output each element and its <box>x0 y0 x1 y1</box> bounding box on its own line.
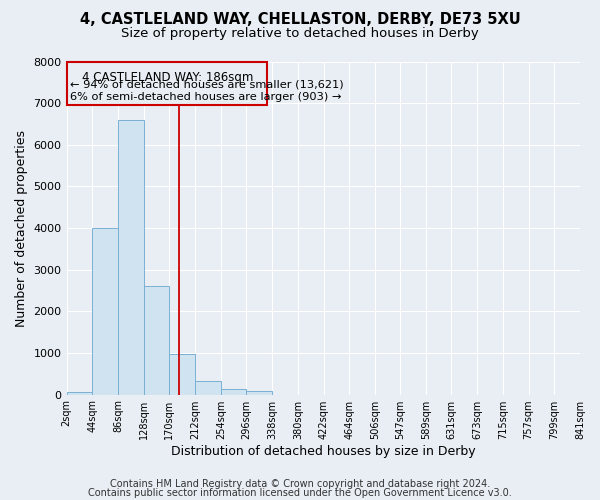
Text: Contains HM Land Registry data © Crown copyright and database right 2024.: Contains HM Land Registry data © Crown c… <box>110 479 490 489</box>
Text: 4 CASTLELAND WAY: 186sqm: 4 CASTLELAND WAY: 186sqm <box>82 71 253 84</box>
FancyBboxPatch shape <box>67 62 267 105</box>
Text: 4, CASTLELAND WAY, CHELLASTON, DERBY, DE73 5XU: 4, CASTLELAND WAY, CHELLASTON, DERBY, DE… <box>80 12 520 28</box>
Bar <box>67 392 92 394</box>
Bar <box>143 286 169 395</box>
X-axis label: Distribution of detached houses by size in Derby: Distribution of detached houses by size … <box>171 444 476 458</box>
Y-axis label: Number of detached properties: Number of detached properties <box>15 130 28 326</box>
Bar <box>195 381 221 394</box>
Text: 6% of semi-detached houses are larger (903) →: 6% of semi-detached houses are larger (9… <box>70 92 341 102</box>
Bar <box>92 228 118 394</box>
Bar <box>247 392 272 394</box>
Bar <box>169 354 195 395</box>
Bar <box>118 120 143 394</box>
Text: ← 94% of detached houses are smaller (13,621): ← 94% of detached houses are smaller (13… <box>70 80 343 90</box>
Text: Contains public sector information licensed under the Open Government Licence v3: Contains public sector information licen… <box>88 488 512 498</box>
Text: Size of property relative to detached houses in Derby: Size of property relative to detached ho… <box>121 28 479 40</box>
Bar <box>221 389 247 394</box>
